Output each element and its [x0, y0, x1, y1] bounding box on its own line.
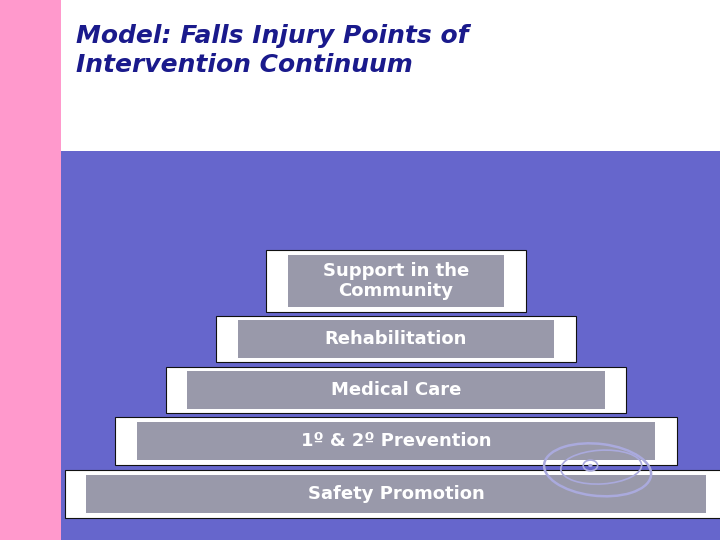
Bar	[0, 0, 720, 151]
Text: Safety Promotion: Safety Promotion	[307, 485, 485, 503]
Bar	[187, 370, 605, 408]
Bar	[0, 0, 61, 540]
Circle shape	[588, 464, 593, 467]
Bar	[166, 367, 626, 413]
Text: 1º & 2º Prevention: 1º & 2º Prevention	[301, 432, 491, 450]
Bar	[266, 250, 526, 312]
Bar	[238, 320, 554, 359]
Text: Model: Falls Injury Points of
Intervention Continuum: Model: Falls Injury Points of Interventi…	[76, 24, 468, 77]
Bar	[115, 417, 677, 465]
Text: Support in the
Community: Support in the Community	[323, 262, 469, 300]
Bar	[65, 470, 720, 518]
Bar	[137, 422, 655, 460]
Bar	[216, 316, 576, 362]
Bar	[288, 255, 504, 307]
Text: Medical Care: Medical Care	[330, 381, 462, 399]
Bar	[86, 475, 706, 513]
Text: Rehabilitation: Rehabilitation	[325, 330, 467, 348]
